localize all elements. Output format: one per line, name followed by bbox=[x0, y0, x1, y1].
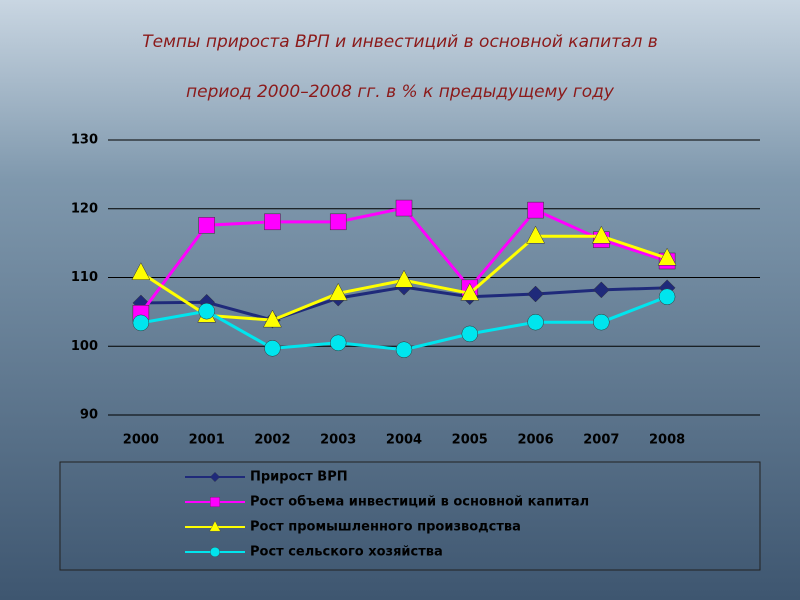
marker bbox=[461, 325, 479, 343]
x-tick-label: 2002 bbox=[254, 433, 290, 448]
legend-marker bbox=[210, 497, 220, 507]
y-tick-label: 110 bbox=[71, 270, 98, 285]
y-tick-label: 120 bbox=[71, 201, 98, 216]
y-tick-label: 90 bbox=[80, 408, 98, 423]
x-tick-label: 2008 bbox=[649, 433, 685, 448]
x-tick-label: 2000 bbox=[123, 433, 159, 448]
y-tick-label: 100 bbox=[71, 339, 98, 354]
marker bbox=[657, 247, 677, 266]
marker bbox=[263, 309, 282, 328]
marker bbox=[527, 285, 544, 303]
x-tick-label: 2007 bbox=[583, 433, 619, 448]
x-tick-label: 2003 bbox=[320, 433, 356, 448]
legend bbox=[59, 461, 761, 571]
x-tick-label: 2005 bbox=[452, 433, 488, 448]
marker bbox=[592, 281, 610, 299]
chart-title: Темпы прироста ВРП и инвестиций в основн… bbox=[142, 32, 658, 52]
marker bbox=[329, 334, 347, 352]
legend-marker bbox=[210, 547, 220, 557]
legend-label: Рост сельского хозяйства bbox=[250, 545, 443, 560]
marker bbox=[198, 302, 215, 320]
marker bbox=[264, 213, 281, 231]
marker bbox=[395, 341, 413, 358]
legend-marker bbox=[209, 471, 221, 483]
marker bbox=[264, 340, 281, 357]
legend-marker bbox=[209, 520, 221, 532]
marker bbox=[395, 199, 413, 217]
marker bbox=[329, 213, 347, 231]
marker bbox=[593, 313, 610, 331]
marker bbox=[526, 225, 545, 244]
marker bbox=[460, 282, 480, 301]
marker bbox=[198, 217, 215, 234]
marker bbox=[658, 288, 676, 305]
x-tick-label: 2001 bbox=[189, 433, 225, 448]
marker bbox=[527, 313, 544, 331]
marker bbox=[132, 314, 150, 332]
y-tick-label: 130 bbox=[71, 133, 98, 148]
marker bbox=[131, 262, 151, 280]
marker bbox=[591, 225, 611, 244]
legend-label: Прирост ВРП bbox=[250, 470, 348, 485]
marker bbox=[394, 269, 414, 288]
legend-label: Рост объема инвестиций в основной капита… bbox=[250, 495, 589, 510]
chart-subtitle: период 2000–2008 гг. в % к предыдущему г… bbox=[186, 82, 615, 102]
marker bbox=[527, 201, 544, 219]
legend-label: Рост промышленного производства bbox=[250, 520, 521, 535]
x-tick-label: 2004 bbox=[386, 433, 422, 448]
marker bbox=[328, 282, 348, 301]
x-tick-label: 2006 bbox=[517, 433, 553, 448]
